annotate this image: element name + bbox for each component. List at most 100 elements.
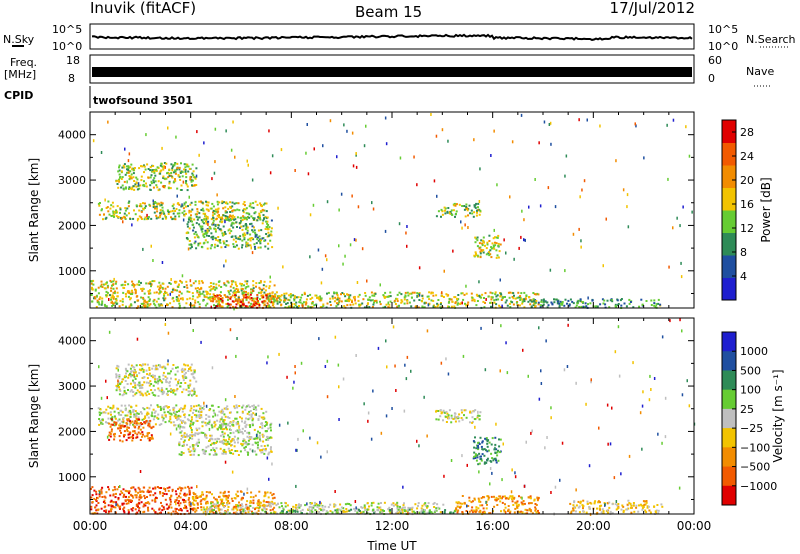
- data-cell: [151, 170, 154, 173]
- data-cell: [270, 446, 272, 449]
- data-cell: [176, 387, 179, 390]
- data-cell: [451, 213, 454, 216]
- data-cell: [283, 296, 286, 299]
- data-cell: [406, 302, 409, 305]
- data-cell: [168, 282, 171, 284]
- data-cell: [152, 300, 155, 303]
- data-cell: [162, 297, 165, 300]
- data-cell: [124, 186, 127, 189]
- data-cell: [123, 180, 126, 183]
- data-cell: [436, 194, 438, 198]
- data-cell: [191, 172, 194, 175]
- data-cell: [123, 511, 126, 514]
- data-cell: [273, 496, 276, 499]
- data-cell: [303, 293, 306, 296]
- data-cell: [264, 492, 267, 495]
- data-cell: [214, 127, 217, 131]
- data-cell: [119, 427, 122, 430]
- data-cell: [440, 215, 442, 218]
- data-cell: [268, 306, 271, 309]
- data-cell: [158, 389, 161, 392]
- data-cell: [154, 174, 157, 177]
- data-cell: [169, 302, 172, 305]
- data-cell: [447, 301, 450, 304]
- data-cell: [316, 296, 318, 299]
- data-cell: [130, 501, 133, 503]
- data-cell: [155, 205, 158, 208]
- data-cell: [234, 155, 236, 159]
- data-cell: [145, 282, 148, 285]
- data-cell: [226, 295, 229, 298]
- data-cell: [157, 405, 160, 408]
- data-cell: [201, 225, 204, 228]
- data-cell: [124, 173, 127, 176]
- data-cell: [111, 201, 114, 204]
- data-cell: [185, 284, 188, 287]
- data-cell: [159, 212, 162, 215]
- data-cell: [219, 498, 222, 501]
- data-cell: [151, 280, 154, 283]
- data-cell: [491, 457, 494, 460]
- data-cell: [152, 487, 155, 490]
- data-cell: [514, 297, 517, 300]
- data-cell: [436, 503, 439, 506]
- data-cell: [244, 287, 247, 290]
- data-cell: [219, 216, 222, 219]
- data-cell: [435, 507, 438, 510]
- data-cell: [105, 408, 108, 411]
- data-cell: [180, 451, 183, 454]
- data-cell: [494, 451, 497, 454]
- data-cell: [482, 507, 485, 510]
- data-cell: [189, 366, 192, 369]
- data-cell: [417, 293, 420, 295]
- data-cell: [221, 431, 224, 433]
- data-cell: [398, 291, 401, 294]
- data-cell: [192, 421, 195, 424]
- data-cell: [323, 508, 326, 511]
- data-cell: [235, 237, 238, 240]
- data-cell: [371, 306, 374, 308]
- data-cell: [141, 367, 144, 370]
- data-cell: [178, 509, 180, 512]
- data-cell: [296, 510, 299, 513]
- data-cell: [460, 292, 463, 295]
- data-cell: [181, 171, 184, 174]
- data-cell: [383, 296, 386, 299]
- data-cell: [271, 301, 274, 304]
- data-cell: [528, 509, 531, 512]
- data-cell: [249, 298, 252, 301]
- data-cell: [295, 508, 298, 511]
- data-cell: [140, 412, 143, 415]
- data-cell: [203, 449, 206, 452]
- colorbar-tick-label: 20: [740, 174, 754, 187]
- data-cell: [222, 492, 225, 495]
- data-cell: [353, 238, 356, 242]
- data-cell: [179, 279, 182, 282]
- data-cell: [316, 504, 319, 507]
- data-cell: [478, 200, 481, 203]
- data-cell: [297, 296, 300, 299]
- data-cell: [269, 423, 272, 426]
- data-cell: [291, 303, 293, 306]
- data-cell: [105, 207, 108, 209]
- data-cell: [150, 174, 153, 177]
- data-cell: [488, 250, 491, 253]
- data-cell: [164, 217, 167, 220]
- data-cell: [436, 302, 439, 305]
- data-cell: [186, 443, 188, 446]
- data-cell: [223, 432, 226, 435]
- data-cell: [288, 299, 291, 302]
- data-cell: [192, 507, 195, 510]
- data-cell: [480, 250, 483, 253]
- data-cell: [122, 291, 125, 294]
- data-cell: [315, 502, 318, 505]
- data-cell: [261, 296, 264, 299]
- data-cell: [163, 294, 166, 297]
- data-cell: [499, 295, 502, 298]
- data-cell: [478, 247, 481, 250]
- data-cell: [338, 297, 341, 300]
- data-cell: [212, 211, 214, 214]
- data-cell: [329, 304, 332, 306]
- data-cell: [496, 454, 499, 457]
- data-cell: [223, 233, 226, 236]
